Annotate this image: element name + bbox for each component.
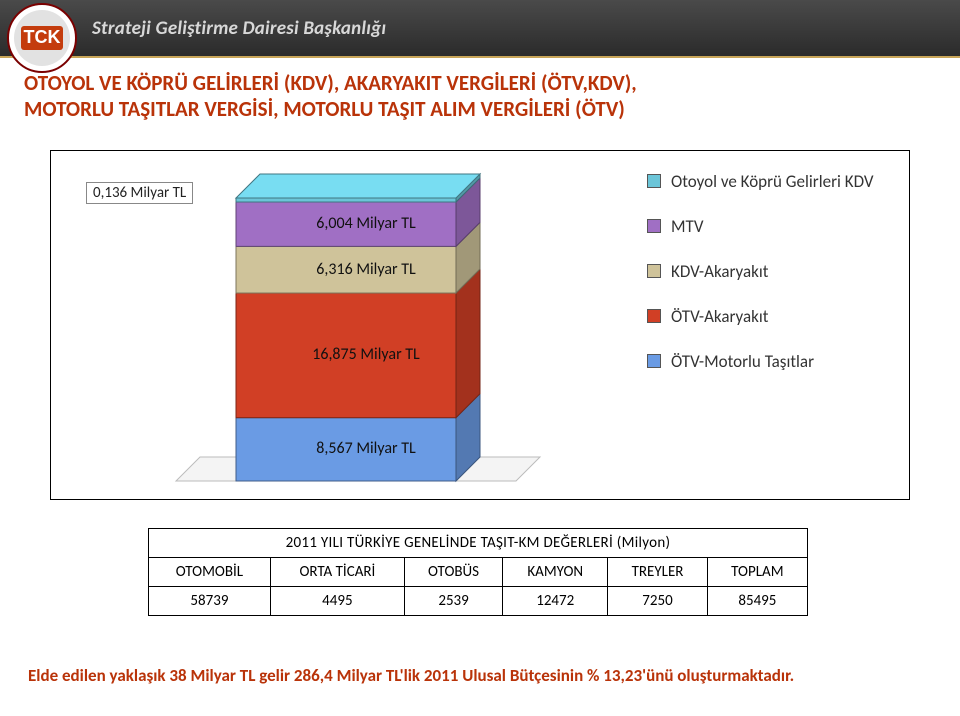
bar-label-kdv_akaryakit: 6,316 Milyar TL xyxy=(276,260,456,279)
legend-label: ÖTV-Motorlu Taşıtlar xyxy=(671,351,814,372)
col-3: KAMYON xyxy=(503,558,608,587)
cell-4: 7250 xyxy=(608,587,707,616)
table-wrapper: 2011 YILI TÜRKİYE GENELİNDE TAŞIT-KM DEĞ… xyxy=(148,528,808,616)
legend-label: MTV xyxy=(671,216,703,237)
cell-3: 12472 xyxy=(503,587,608,616)
chart-frame: Otoyol ve Köprü Gelirleri KDV MTV KDV-Akar… xyxy=(50,150,910,500)
header-band: Strateji Geliştirme Dairesi Başkanlığı xyxy=(0,0,960,58)
footer-note: Elde edilen yaklaşık 38 Milyar TL gelir … xyxy=(28,665,932,686)
cell-2: 2539 xyxy=(404,587,502,616)
bar-label-otv_akaryakit: 16,875 Milyar TL xyxy=(276,345,456,364)
col-5: TOPLAM xyxy=(707,558,807,587)
chart-legend: Otoyol ve Köprü Gelirleri KDV MTV KDV-Akar… xyxy=(647,171,887,372)
slide: Strateji Geliştirme Dairesi Başkanlığı T… xyxy=(0,0,960,716)
col-2: OTOBÜS xyxy=(404,558,502,587)
cell-5: 85495 xyxy=(707,587,807,616)
legend-label: ÖTV-Akaryakıt xyxy=(671,306,768,327)
legend-label: Otoyol ve Köprü Gelirleri KDV xyxy=(671,171,873,192)
tasit-km-table: 2011 YILI TÜRKİYE GENELİNDE TAŞIT-KM DEĞ… xyxy=(148,528,808,616)
legend-swatch xyxy=(647,264,661,278)
legend-item-mtv: MTV xyxy=(647,216,887,237)
legend-swatch xyxy=(647,174,661,188)
legend-item-kdv_akaryakit: KDV-Akaryakıt xyxy=(647,261,887,282)
col-0: OTOMOBİL xyxy=(149,558,271,587)
col-4: TREYLER xyxy=(608,558,707,587)
cell-1: 4495 xyxy=(270,587,404,616)
header-org-label: Strateji Geliştirme Dairesi Başkanlığı xyxy=(92,17,386,40)
legend-item-otv_motorlu: ÖTV-Motorlu Taşıtlar xyxy=(647,351,887,372)
cell-0: 58739 xyxy=(149,587,271,616)
table-caption: 2011 YILI TÜRKİYE GENELİNDE TAŞIT-KM DEĞ… xyxy=(149,529,808,558)
legend-swatch xyxy=(647,309,661,323)
legend-swatch xyxy=(647,354,661,368)
page-title: OTOYOL VE KÖPRÜ GELİRLERİ (KDV), AKARYAK… xyxy=(24,70,936,123)
bar-label-mtv: 6,004 Milyar TL xyxy=(276,214,456,233)
legend-item-otv_akaryakit: ÖTV-Akaryakıt xyxy=(647,306,887,327)
bar-label-otv_motorlu: 8,567 Milyar TL xyxy=(276,439,456,458)
col-1: ORTA TİCARİ xyxy=(270,558,404,587)
tck-logo: TCK xyxy=(6,2,78,74)
title-line-2: MOTORLU TAŞITLAR VERGİSİ, MOTORLU TAŞIT … xyxy=(24,96,625,122)
legend-label: KDV-Akaryakıt xyxy=(671,261,768,282)
title-line-1: OTOYOL VE KÖPRÜ GELİRLERİ (KDV), AKARYAK… xyxy=(24,70,637,96)
svg-text:TCK: TCK xyxy=(24,27,61,47)
bar-label-otoyol_kdv: 0,136 Milyar TL xyxy=(86,182,193,204)
bar-segment-otoyol_kdv xyxy=(236,198,456,202)
legend-swatch xyxy=(647,219,661,233)
legend-item-otoyol_kdv: Otoyol ve Köprü Gelirleri KDV xyxy=(647,171,887,192)
